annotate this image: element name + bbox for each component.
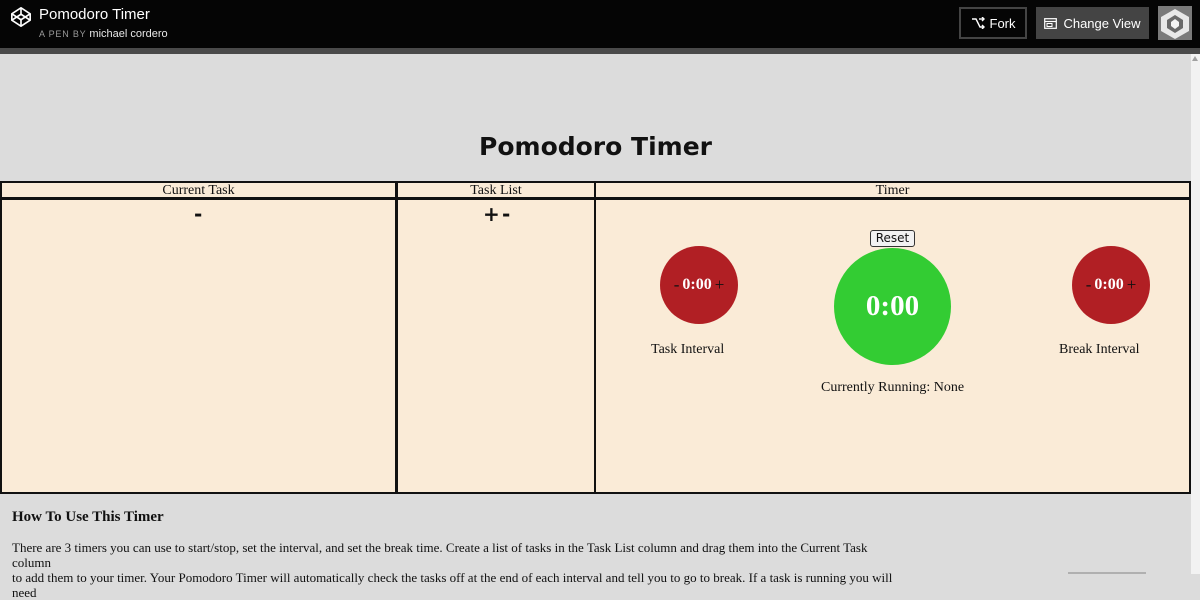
bottom-panel-edge	[1068, 572, 1146, 574]
add-task-button[interactable]: +	[483, 202, 500, 226]
fork-label: Fork	[989, 15, 1016, 31]
break-interval-timer: - 0:00 +	[1072, 246, 1150, 324]
howto-heading: How To Use This Timer	[12, 509, 164, 525]
task-list-header: Task List	[396, 181, 596, 199]
user-avatar-image	[1158, 6, 1192, 40]
header-divider	[0, 48, 1200, 54]
break-interval-decrease-button[interactable]: -	[1085, 275, 1092, 294]
reset-button[interactable]: Reset	[870, 230, 915, 247]
task-interval-label: Task Interval	[651, 342, 725, 357]
change-view-icon	[1044, 17, 1058, 29]
vertical-scrollbar[interactable]	[1191, 54, 1200, 574]
task-list-column[interactable]: + -	[396, 198, 596, 494]
pen-byline: A PEN BY michael cordero	[39, 28, 168, 40]
change-view-button[interactable]: Change View	[1036, 7, 1149, 39]
remove-current-task-button[interactable]: -	[194, 202, 203, 226]
task-interval-increase-button[interactable]: +	[714, 275, 725, 294]
break-interval-increase-button[interactable]: +	[1126, 275, 1137, 294]
howto-line: There are 3 timers you can use to start/…	[12, 540, 868, 570]
break-interval-label: Break Interval	[1059, 342, 1140, 357]
pen-by-label: A PEN BY	[39, 29, 87, 39]
task-interval-timer: - 0:00 +	[660, 246, 738, 324]
fork-icon	[971, 17, 985, 29]
fork-button[interactable]: Fork	[959, 7, 1027, 39]
change-view-label: Change View	[1063, 15, 1141, 31]
howto-line: to add them to your timer. Your Pomodoro…	[12, 570, 893, 600]
main-timer[interactable]: 0:00	[834, 248, 951, 365]
avatar[interactable]	[1158, 6, 1192, 40]
task-interval-value: 0:00	[682, 276, 712, 293]
scroll-up-arrow-icon[interactable]	[1192, 56, 1198, 61]
codepen-logo-icon[interactable]	[10, 6, 32, 28]
task-interval-decrease-button[interactable]: -	[673, 275, 680, 294]
break-interval-value: 0:00	[1094, 276, 1124, 293]
remove-task-button[interactable]: -	[502, 202, 511, 226]
page-title: Pomodoro Timer	[479, 132, 712, 161]
pen-author-link[interactable]: michael cordero	[89, 28, 168, 40]
codepen-header: Pomodoro Timer A PEN BY michael cordero F…	[0, 0, 1200, 48]
current-task-header: Current Task	[0, 181, 397, 199]
timer-header: Timer	[594, 181, 1191, 199]
current-task-column[interactable]: -	[0, 198, 397, 494]
howto-paragraph: There are 3 timers you can use to start/…	[12, 540, 902, 600]
pen-title: Pomodoro Timer	[39, 6, 150, 23]
currently-running-status: Currently Running: None	[821, 380, 965, 395]
